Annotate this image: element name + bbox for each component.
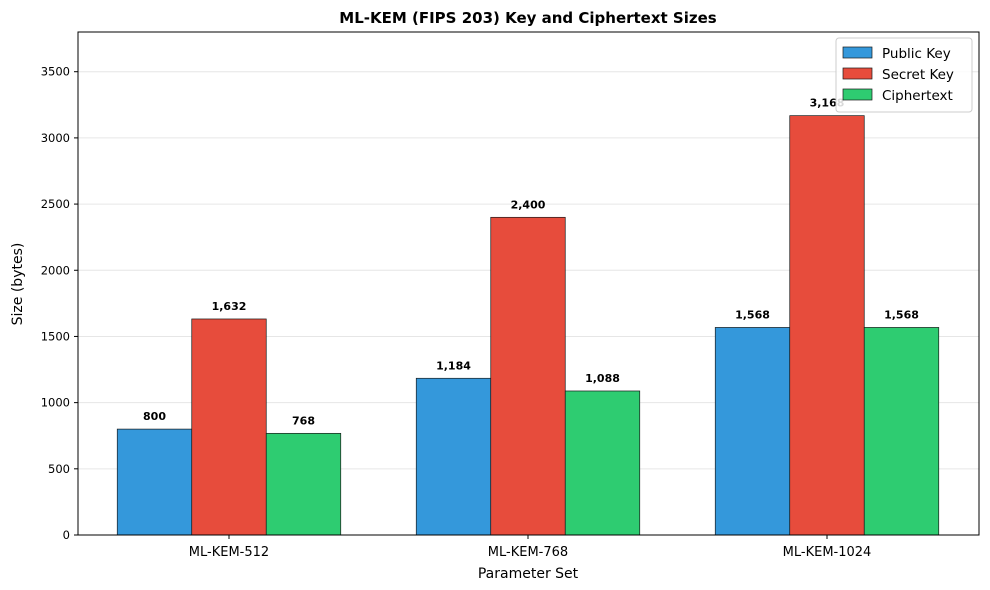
legend-label: Secret Key (882, 67, 954, 83)
bar-secret-key-ml-kem-768 (490, 216, 566, 536)
data-labels: 8001,6327681,1842,4001,0881,5683,1681,56… (143, 97, 919, 428)
bars (116, 115, 940, 536)
bar-public-key-ml-kem-1024 (714, 327, 791, 536)
data-label: 1,632 (212, 300, 247, 313)
x-tick-label: ML-KEM-768 (488, 545, 568, 560)
bar-ciphertext-ml-kem-768 (564, 390, 641, 536)
legend: Public Key Secret Key Ciphertext (835, 37, 973, 113)
legend-swatch (842, 88, 873, 101)
x-axis-ticks: ML-KEM-512 ML-KEM-768 ML-KEM-1024 (189, 535, 872, 560)
x-axis-label: Parameter Set (478, 566, 579, 582)
y-tick-label: 500 (48, 462, 70, 476)
y-axis-ticks: 0 500 1000 1500 2000 2500 3000 3500 (41, 65, 78, 542)
data-label: 768 (292, 414, 315, 427)
bar-secret-key-ml-kem-512 (191, 318, 267, 536)
legend-label: Ciphertext (882, 88, 953, 104)
legend-swatch (842, 46, 873, 59)
bar-ciphertext-ml-kem-512 (265, 432, 342, 536)
data-label: 1,568 (735, 308, 770, 321)
y-tick-label: 1000 (41, 396, 70, 410)
y-tick-label: 3000 (41, 131, 70, 145)
x-tick-label: ML-KEM-1024 (783, 545, 872, 560)
bar-public-key-ml-kem-512 (116, 428, 193, 536)
y-axis-label: Size (bytes) (10, 243, 26, 326)
y-tick-label: 2500 (41, 197, 70, 211)
data-label: 800 (143, 410, 166, 423)
data-label: 1,568 (884, 308, 919, 321)
y-tick-label: 1500 (41, 329, 70, 343)
legend-label: Public Key (882, 46, 951, 62)
y-tick-label: 2000 (41, 263, 70, 277)
legend-swatch (842, 67, 873, 80)
y-tick-label: 0 (63, 528, 70, 542)
x-tick-label: ML-KEM-512 (189, 545, 269, 560)
bar-secret-key-ml-kem-1024 (789, 115, 865, 536)
data-label: 1,184 (436, 359, 471, 372)
data-label: 2,400 (511, 198, 546, 211)
bar-public-key-ml-kem-768 (415, 377, 492, 536)
y-tick-label: 3500 (41, 65, 70, 79)
bar-ciphertext-ml-kem-1024 (863, 327, 940, 536)
data-label: 1,088 (585, 372, 620, 385)
chart-title: ML-KEM (FIPS 203) Key and Ciphertext Siz… (339, 9, 717, 27)
